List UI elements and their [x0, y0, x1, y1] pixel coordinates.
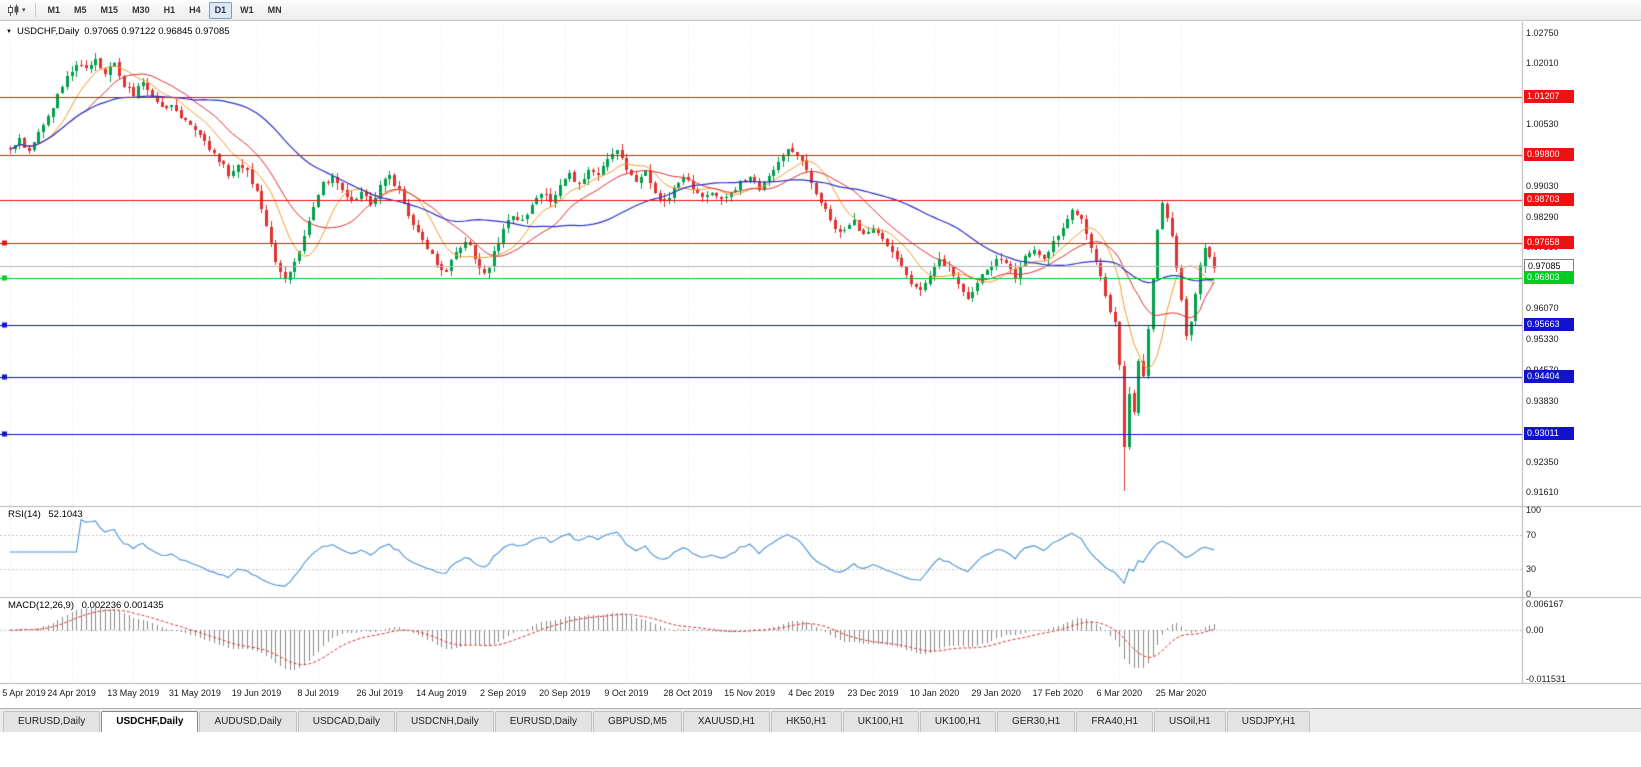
chart-tab-xauusd-h1[interactable]: XAUUSD,H1 [682, 711, 771, 732]
timeframe-button-h4[interactable]: H4 [189, 4, 201, 15]
chart-tabs-bar: EURUSD,Daily USDCHF,Daily AUDUSD,Daily USDC… [0, 708, 1641, 732]
toolbar-separator [34, 3, 36, 17]
chart-tab-usoil-h1[interactable]: USOil,H1 [1154, 711, 1226, 732]
chart-tab-audusd-daily[interactable]: AUDUSD,Daily [199, 711, 297, 732]
chart-type-button[interactable]: ▾ [3, 2, 30, 19]
chart-tab-uk100-h1[interactable]: UK100,H1 [842, 711, 919, 732]
timeframe-button-m30[interactable]: M30 [132, 4, 150, 15]
timeframe-button-w1[interactable]: W1 [240, 4, 254, 15]
timeframe-button-m5[interactable]: M5 [74, 4, 87, 15]
chart-tab-usdcad-daily[interactable]: USDCAD,Daily [297, 711, 395, 732]
chart-tab-uk100-h1[interactable]: UK100,H1 [919, 711, 996, 732]
timeframe-button-h1[interactable]: H1 [163, 4, 176, 15]
chart-tab-eurusd-daily[interactable]: EURUSD,Daily [3, 711, 101, 732]
toolbar: ▾ M1 M5 M15 M30 H1 H4 D1 W1 MN [0, 0, 1641, 21]
timeframe-button-mn[interactable]: MN [267, 4, 282, 15]
price-chart-canvas[interactable] [0, 22, 1641, 708]
chart-tab-ger30-h1[interactable]: GER30,H1 [997, 711, 1076, 732]
chart-tab-usdcnh-daily[interactable]: USDCNH,Daily [395, 711, 494, 732]
timeframe-group: M1 M5 M15 M30 H1 H4 D1 W1 MN [41, 1, 289, 19]
timeframe-button-d1[interactable]: D1 [208, 1, 233, 19]
caret-down-icon: ▾ [22, 7, 26, 14]
chart-tab-gbpusd-m5[interactable]: GBPUSD,M5 [592, 711, 682, 732]
chart-tab-usdchf-daily[interactable]: USDCHF,Daily [101, 711, 199, 732]
chart-tab-hk50-h1[interactable]: HK50,H1 [771, 711, 842, 732]
timeframe-button-m1[interactable]: M1 [47, 4, 61, 15]
candlestick-chart-icon [8, 4, 19, 16]
chart-tab-fra40-h1[interactable]: FRA40,H1 [1076, 711, 1154, 732]
chart-tab-eurusd-daily[interactable]: EURUSD,Daily [494, 711, 592, 732]
timeframe-button-m15[interactable]: M15 [100, 4, 119, 15]
chart-tab-usdjpy-h1[interactable]: USDJPY,H1 [1226, 711, 1311, 732]
